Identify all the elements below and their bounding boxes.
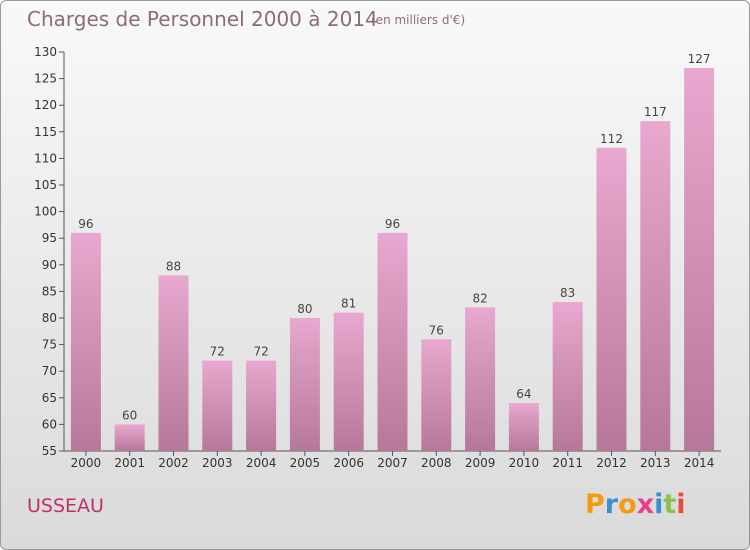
data-label: 72 (253, 345, 268, 359)
y-tick-label: 65 (42, 391, 57, 405)
data-label: 76 (429, 323, 444, 337)
logo-letter: P (585, 489, 605, 520)
y-tick-label: 105 (34, 178, 57, 192)
bar (246, 360, 277, 451)
x-tick-label: 2003 (202, 456, 233, 470)
y-tick-label: 70 (42, 364, 57, 378)
data-label: 64 (516, 387, 531, 401)
y-tick-label: 110 (34, 151, 57, 165)
logo-letter: r (604, 489, 619, 520)
data-label: 88 (166, 259, 181, 273)
data-label: 117 (644, 105, 667, 119)
data-label: 82 (472, 291, 487, 305)
x-tick-label: 2005 (290, 456, 321, 470)
bar (596, 147, 627, 451)
y-tick-label: 115 (34, 125, 57, 139)
unit-note: (en milliers d'€) (371, 13, 466, 27)
bar (684, 67, 715, 452)
bar (202, 360, 233, 451)
y-tick-label: 55 (42, 444, 57, 458)
logo-letter: t (663, 489, 677, 520)
bar (377, 232, 408, 451)
y-tick-label: 75 (42, 338, 57, 352)
y-tick-label: 80 (42, 311, 57, 325)
x-tick-label: 2007 (377, 456, 408, 470)
bar (158, 275, 189, 451)
y-tick-label: 130 (34, 45, 57, 59)
x-tick-label: 2001 (114, 456, 145, 470)
x-tick-label: 2009 (465, 456, 496, 470)
data-label: 72 (210, 345, 225, 359)
data-label: 81 (341, 297, 356, 311)
bar (114, 424, 145, 451)
data-label: 112 (600, 132, 623, 146)
bar (421, 339, 452, 451)
bar (333, 312, 364, 451)
data-label: 127 (688, 52, 711, 66)
x-tick-label: 2008 (421, 456, 452, 470)
y-tick-label: 90 (42, 258, 57, 272)
x-tick-label: 2010 (509, 456, 540, 470)
x-tick-label: 2006 (333, 456, 364, 470)
data-label: 96 (385, 217, 400, 231)
data-label: 83 (560, 286, 575, 300)
x-tick-label: 2014 (684, 456, 715, 470)
data-label: 60 (122, 408, 137, 422)
chart-title: Charges de Personnel 2000 à 2014 (27, 7, 378, 31)
proxiti-logo: Proxiti (585, 489, 686, 520)
logo-letter: i (654, 489, 664, 520)
bar (289, 318, 320, 451)
logo-letter: i (676, 489, 686, 520)
y-tick-label: 120 (34, 98, 57, 112)
y-tick-label: 100 (34, 205, 57, 219)
bar (640, 121, 671, 451)
y-tick-label: 60 (42, 417, 57, 431)
x-tick-label: 2002 (158, 456, 189, 470)
bar (465, 307, 496, 451)
bar (70, 232, 101, 451)
y-tick-label: 95 (42, 231, 57, 245)
x-tick-label: 2011 (552, 456, 583, 470)
bar (552, 302, 583, 451)
x-tick-label: 2013 (640, 456, 671, 470)
logo-letter: o (618, 489, 637, 520)
y-tick-label: 85 (42, 284, 57, 298)
x-tick-label: 2012 (596, 456, 627, 470)
data-label: 80 (297, 302, 312, 316)
x-tick-label: 2004 (246, 456, 277, 470)
y-tick-label: 125 (34, 72, 57, 86)
commune-name: USSEAU (27, 495, 104, 517)
logo-letter: x (636, 489, 655, 520)
x-tick-label: 2000 (71, 456, 102, 470)
data-label: 96 (78, 217, 93, 231)
bar (508, 403, 539, 451)
